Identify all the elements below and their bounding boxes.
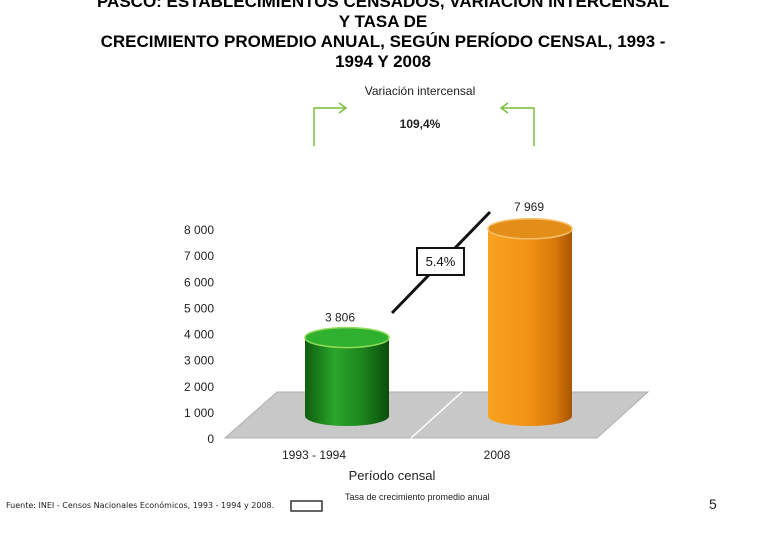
y-axis: 0 1 000 2 000 3 000 4 000 5 000 6 000 7 000 8 00… xyxy=(184,223,214,446)
chart-title: PASCO: ESTABLECIMIENTOS CENSADOS, VARIAC… xyxy=(0,0,766,72)
bar-1993-body xyxy=(305,337,389,426)
y-tick-label: 4 000 xyxy=(184,328,214,342)
title-line-4: 1994 Y 2008 xyxy=(335,52,431,71)
y-tick-label: 3 000 xyxy=(184,354,214,368)
y-tick-label: 0 xyxy=(207,432,214,446)
bars xyxy=(304,218,573,426)
title-line-1: PASCO: ESTABLECIMIENTOS CENSADOS, VARIAC… xyxy=(96,0,670,11)
variation-right-arrow xyxy=(499,102,535,146)
y-tick-label: 6 000 xyxy=(184,275,214,289)
title-line-3: CRECIMIENTO PROMEDIO ANUAL, SEGÚN PERÍOD… xyxy=(100,32,666,51)
bar-1993 xyxy=(304,326,390,426)
category-label-2008: 2008 xyxy=(484,448,511,462)
y-tick-label: 8 000 xyxy=(184,223,214,237)
bar-1993-top xyxy=(304,326,390,349)
bar-2008 xyxy=(487,218,573,426)
value-label-2008: 7 969 xyxy=(514,200,544,214)
growth-rate-box xyxy=(416,247,465,276)
category-label-1993: 1993 - 1994 xyxy=(282,448,346,462)
floor-divider xyxy=(410,391,463,439)
value-label-1993: 3 806 xyxy=(325,311,355,325)
y-tick-label: 1 000 xyxy=(184,406,214,420)
variation-value: 109,4% xyxy=(400,117,441,131)
legend-swatch xyxy=(290,500,323,512)
page-number: 5 xyxy=(709,496,717,512)
variation-title: Variación intercensal xyxy=(365,84,476,98)
bar-2008-top xyxy=(487,218,573,240)
growth-rate-label: 5.4% xyxy=(426,254,456,269)
variation-left-arrow xyxy=(313,102,348,146)
y-tick-label: 5 000 xyxy=(184,301,214,315)
bar-2008-body xyxy=(488,228,572,426)
y-tick-label: 7 000 xyxy=(184,249,214,263)
legend-label: Tasa de crecimiento promedio anual xyxy=(345,492,490,502)
source-note: Fuente: INEI - Censos Nacionales Económi… xyxy=(6,501,275,510)
y-tick-label: 2 000 xyxy=(184,380,214,394)
title-line-2: Y TASA DE xyxy=(338,12,428,31)
x-axis-title: Período censal xyxy=(349,468,436,483)
